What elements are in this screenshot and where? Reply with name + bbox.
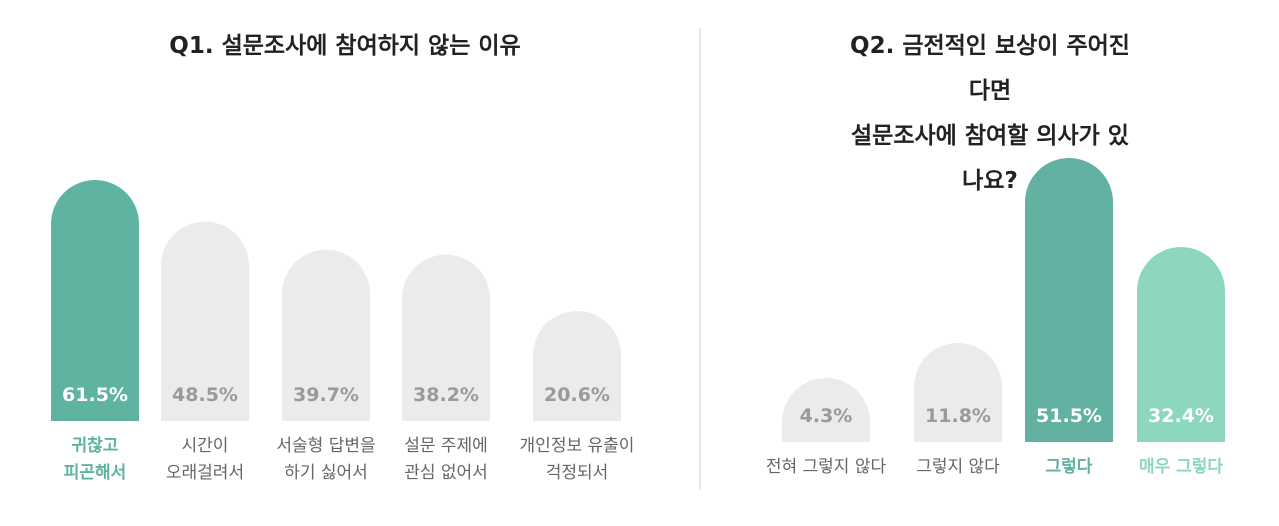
value-label: 11.8%	[925, 405, 991, 427]
chart-title: Q2. 금전적인 보상이 주어진다면 설문조사에 참여할 의사가 있나요?	[850, 33, 1130, 194]
category-label: 그렇다	[1045, 457, 1093, 477]
bar	[782, 377, 870, 442]
bar	[533, 311, 621, 421]
value-label: 38.2%	[413, 384, 479, 406]
category-label: 설문 주제에 관심 없어서	[404, 436, 488, 483]
value-label: 51.5%	[1036, 405, 1102, 427]
bar	[1137, 247, 1225, 442]
category-label: 서술형 답변을 하기 싫어서	[276, 436, 376, 483]
value-label: 48.5%	[172, 384, 238, 406]
value-label: 61.5%	[62, 384, 128, 406]
bar	[914, 343, 1002, 442]
bar	[282, 249, 370, 421]
category-label: 전혀 그렇지 않다	[765, 457, 887, 477]
category-label: 개인정보 유출이 걱정되서	[519, 436, 635, 483]
value-label: 4.3%	[800, 405, 853, 427]
value-label: 32.4%	[1148, 405, 1214, 427]
category-label: 그렇지 않다	[916, 457, 1000, 477]
value-label: 39.7%	[293, 384, 359, 406]
value-label: 20.6%	[544, 384, 610, 406]
bar	[1025, 158, 1113, 442]
category-label: 시간이 오래걸려서	[165, 436, 245, 483]
bar	[161, 221, 249, 421]
chart-title: Q1. 설문조사에 참여하지 않는 이유	[169, 33, 521, 59]
category-label: 매우 그렇다	[1138, 457, 1224, 477]
bar	[51, 180, 139, 421]
bar	[402, 254, 490, 421]
category-label: 귀찮고 피곤해서	[63, 436, 127, 483]
